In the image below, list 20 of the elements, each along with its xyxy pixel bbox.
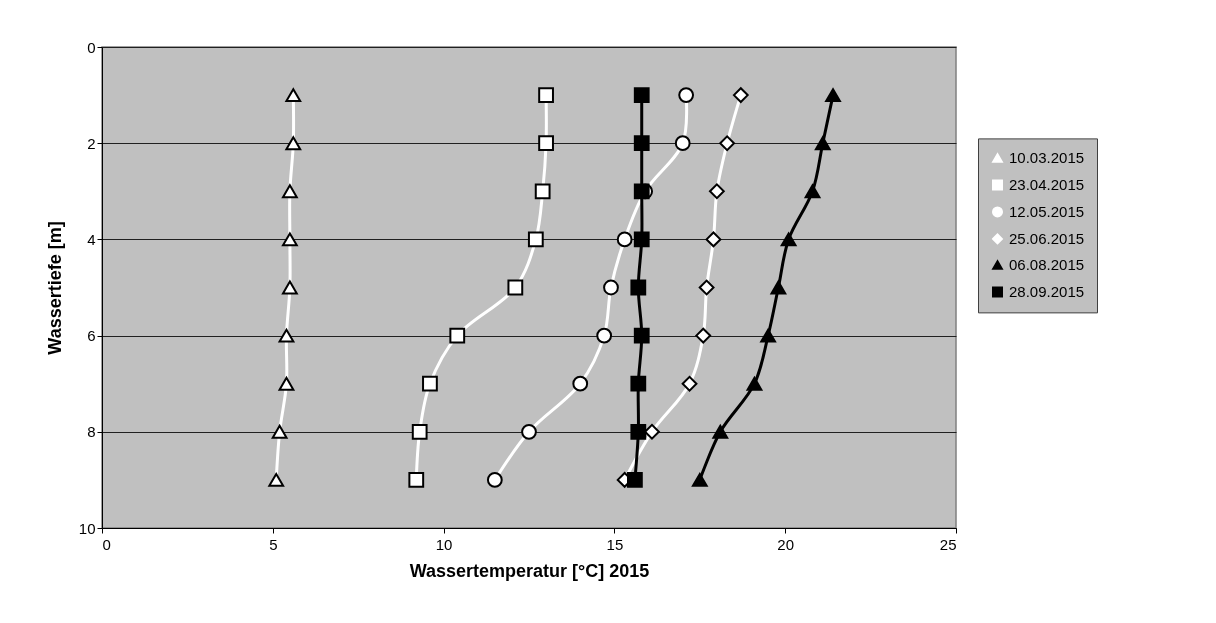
y-tick-label: 10: [78, 519, 96, 537]
x-axis-title: Wassertemperatur [°C] 2015: [409, 560, 650, 581]
legend-label: 25.06.2015: [1009, 229, 1085, 247]
y-tick-label: 4: [87, 230, 96, 248]
x-tick-label: 15: [606, 535, 624, 553]
legend-label: 06.08.2015: [1009, 255, 1085, 273]
y-axis-title: Wassertiefe [m]: [44, 221, 65, 355]
y-tick-label: 6: [87, 327, 96, 345]
x-tick-label: 0: [102, 535, 111, 553]
y-tick-label: 8: [87, 423, 96, 441]
x-tick-label: 5: [269, 535, 278, 553]
legend-label: 10.03.2015: [1009, 148, 1085, 166]
x-tick-label: 10: [435, 535, 453, 553]
legend-label: 23.04.2015: [1009, 175, 1085, 193]
y-tick-label: 0: [87, 38, 96, 56]
x-tick-label: 25: [939, 535, 957, 553]
legend-label: 28.09.2015: [1009, 282, 1085, 300]
y-tick-label: 2: [87, 134, 96, 152]
legend-label: 12.05.2015: [1009, 202, 1085, 220]
x-tick-label: 20: [777, 535, 795, 553]
